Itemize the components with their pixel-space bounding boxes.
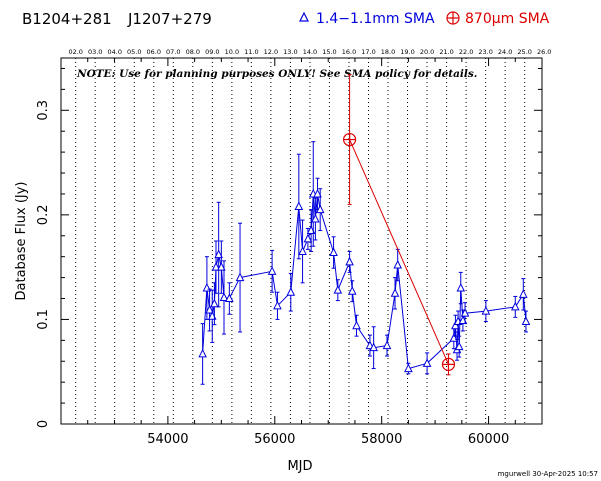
series-line xyxy=(202,193,527,370)
data-point-circle-plus xyxy=(441,357,456,371)
year-tick-label: 26.0 xyxy=(537,48,551,56)
data-point-triangle xyxy=(393,259,403,269)
data-point-triangle xyxy=(329,247,338,257)
data-point-triangle xyxy=(460,308,470,317)
legend-red-label: 870μm SMA xyxy=(465,11,550,27)
data-point-triangle xyxy=(311,213,320,223)
data-point-triangle xyxy=(382,340,392,350)
x-axis-label: MJD xyxy=(287,459,312,474)
legend-blue: 1.4−1.1mm SMA xyxy=(299,11,435,27)
year-tick-label: 20.0 xyxy=(420,48,434,56)
data-point-triangle xyxy=(518,289,528,298)
data-point-triangle xyxy=(273,300,282,310)
data-point-triangle xyxy=(352,320,361,330)
year-tick-label: 22.0 xyxy=(459,48,473,56)
year-tick-label: 07.0 xyxy=(166,48,180,56)
year-tick-label: 09.0 xyxy=(205,48,219,56)
year-tick-label: 21.0 xyxy=(439,48,453,56)
year-tick-label: 12.0 xyxy=(264,48,278,56)
y-tick-label: 0 xyxy=(36,420,51,428)
data-point-triangle xyxy=(404,363,413,373)
year-tick-label: 18.0 xyxy=(381,48,395,56)
x-tick-label: 56000 xyxy=(254,432,295,447)
year-tick-labels: 02.0 03.0 04.0 05.0 06.0 07.0 08.0 09.0 10.0 11.0… xyxy=(68,48,551,56)
circle-plus-icon xyxy=(446,11,460,25)
year-tick-label: 05.0 xyxy=(127,48,141,56)
data-point-triangle xyxy=(456,282,466,292)
data-point-triangle xyxy=(235,272,245,282)
data-point-triangle xyxy=(219,292,229,301)
data-point-triangle xyxy=(422,358,432,367)
data-point-triangle xyxy=(217,262,226,271)
data-point-triangle xyxy=(313,188,322,198)
footer-credit: mgurwell 30-Apr-2025 10:57 xyxy=(498,470,598,478)
data-point-triangle xyxy=(198,348,207,358)
y-tick-labels: 0 0.1 0.2 0.3 xyxy=(36,100,51,428)
year-tick-label: 06.0 xyxy=(147,48,161,56)
source-name: B1204+281 xyxy=(22,10,112,28)
data-point-triangle xyxy=(210,298,219,308)
year-tick-label: 10.0 xyxy=(225,48,239,56)
year-grid-lines xyxy=(75,58,526,424)
data-point-triangle xyxy=(286,287,296,296)
data-point-triangle xyxy=(315,204,325,214)
year-tick-label: 19.0 xyxy=(400,48,414,56)
data-point-triangle xyxy=(451,320,460,330)
year-tick-label: 08.0 xyxy=(186,48,200,56)
axis-ticks xyxy=(60,58,543,425)
y-tick-label: 0.1 xyxy=(36,309,51,330)
alt-source-name: J1207+279 xyxy=(127,10,212,28)
year-tick-label: 04.0 xyxy=(107,48,121,56)
data-point-triangle xyxy=(205,304,214,314)
legend-red: 870μm SMA xyxy=(446,11,550,27)
data-point-triangle xyxy=(333,285,343,294)
year-tick-label: 24.0 xyxy=(498,48,512,56)
data-point-triangle xyxy=(390,288,400,297)
data-point-triangle xyxy=(454,341,464,351)
data-point-triangle xyxy=(298,246,307,255)
x-tick-labels: 54000 56000 58000 60000 xyxy=(147,432,509,447)
series-blue xyxy=(198,141,531,385)
legend-blue-label: 1.4−1.1mm SMA xyxy=(316,11,435,27)
year-tick-label: 13.0 xyxy=(283,48,297,56)
series-line xyxy=(349,139,449,365)
data-point-triangle xyxy=(211,262,221,271)
y-axis-label: Database Flux (Jy) xyxy=(14,182,29,301)
data-point-triangle xyxy=(214,249,223,259)
data-point-triangle xyxy=(225,293,234,303)
series-red xyxy=(343,74,456,376)
data-point-triangle xyxy=(369,342,378,352)
data-point-circle-plus xyxy=(343,132,357,147)
data-point-triangle xyxy=(267,266,277,275)
x-tick-label: 60000 xyxy=(468,432,509,447)
x-tick-label: 58000 xyxy=(361,432,402,447)
year-tick-label: 02.0 xyxy=(68,48,82,56)
x-tick-label: 54000 xyxy=(147,432,188,447)
triangle-icon xyxy=(299,11,309,22)
y-tick-label: 0.3 xyxy=(36,100,51,121)
year-tick-label: 14.0 xyxy=(303,48,317,56)
year-tick-label: 16.0 xyxy=(342,48,356,56)
year-tick-label: 17.0 xyxy=(361,48,375,56)
year-tick-label: 15.0 xyxy=(322,48,336,56)
year-tick-label: 03.0 xyxy=(88,48,102,56)
data-point-triangle xyxy=(345,256,354,266)
year-tick-label: 11.0 xyxy=(244,48,258,56)
data-point-triangle xyxy=(510,301,520,311)
data-point-triangle xyxy=(294,201,304,210)
year-tick-label: 23.0 xyxy=(478,48,492,56)
year-tick-label: 25.0 xyxy=(517,48,531,56)
data-point-triangle xyxy=(303,233,313,243)
data-point-triangle xyxy=(521,316,531,326)
data-point-triangle xyxy=(347,286,357,295)
data-point-triangle xyxy=(481,305,491,315)
y-tick-label: 0.2 xyxy=(36,205,51,226)
planning-note: NOTE: Use for planning purposes ONLY! Se… xyxy=(76,68,477,80)
